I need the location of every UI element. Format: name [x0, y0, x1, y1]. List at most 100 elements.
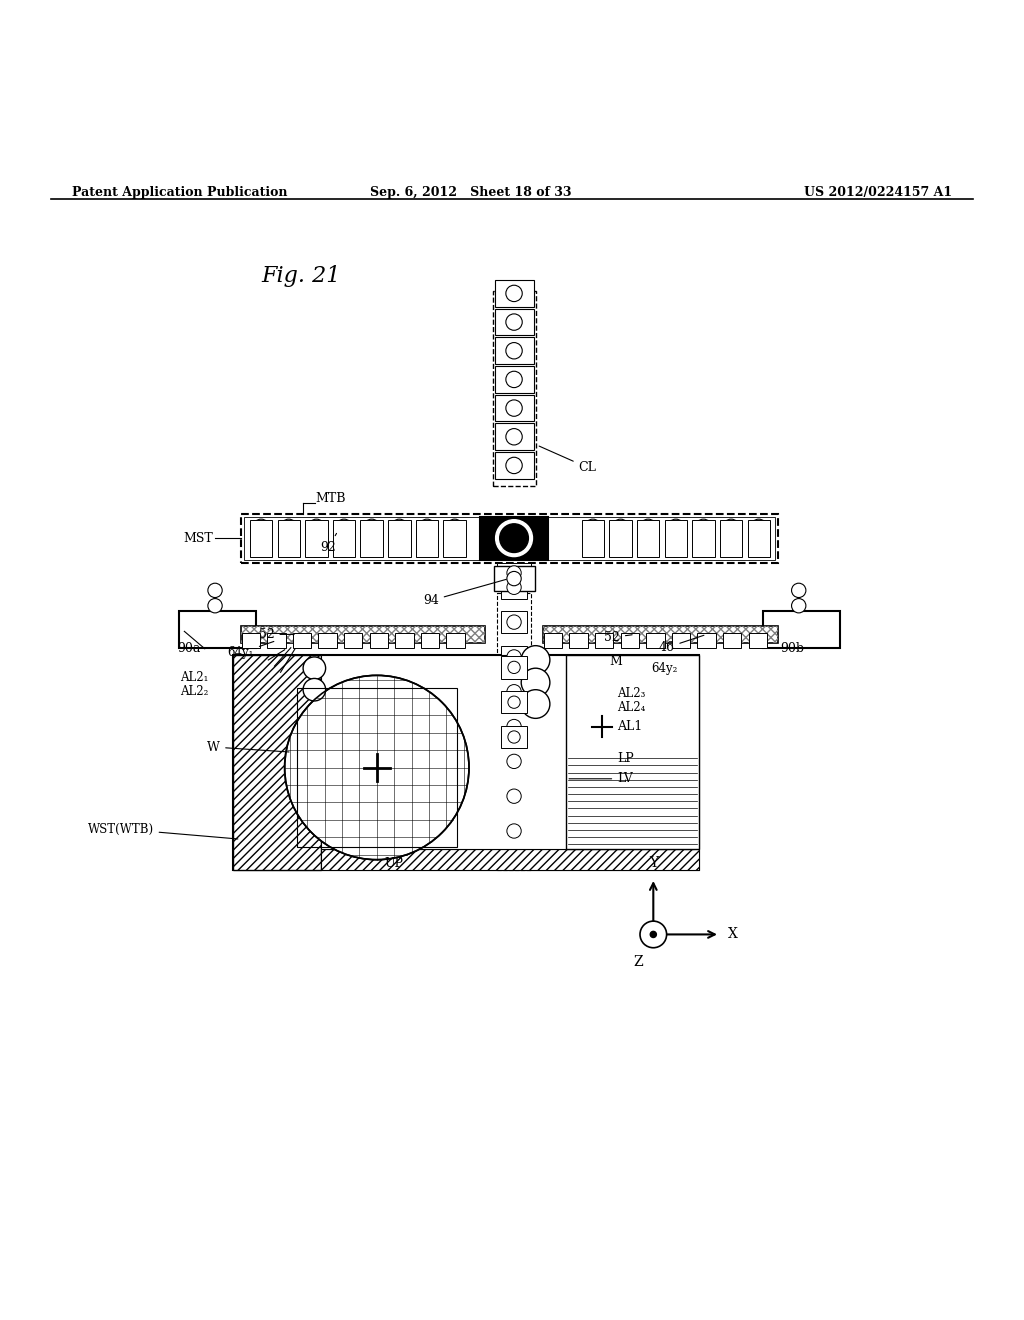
Bar: [749, 634, 767, 648]
Circle shape: [585, 541, 601, 557]
Bar: [501, 576, 527, 598]
Bar: [566, 655, 699, 850]
Circle shape: [507, 789, 521, 804]
Circle shape: [612, 519, 629, 536]
Bar: [495, 453, 534, 479]
Bar: [495, 338, 534, 364]
Circle shape: [507, 685, 521, 698]
Circle shape: [521, 689, 550, 718]
Bar: [501, 690, 527, 713]
Text: Fig. 21: Fig. 21: [261, 265, 341, 286]
Circle shape: [253, 519, 269, 536]
Circle shape: [723, 541, 739, 557]
Circle shape: [281, 541, 297, 557]
Bar: [672, 634, 690, 648]
Text: 90a: 90a: [177, 643, 201, 655]
Bar: [697, 634, 716, 648]
Bar: [278, 520, 300, 557]
Circle shape: [640, 541, 656, 557]
Circle shape: [521, 668, 550, 697]
Text: 94: 94: [423, 579, 506, 607]
Circle shape: [253, 541, 269, 557]
Circle shape: [507, 566, 521, 579]
Text: 64y₁: 64y₁: [227, 642, 273, 659]
Bar: [723, 634, 741, 648]
Bar: [609, 520, 632, 557]
Text: CL: CL: [539, 446, 596, 474]
Bar: [179, 611, 256, 648]
Circle shape: [507, 615, 521, 630]
Circle shape: [508, 731, 520, 743]
Bar: [501, 750, 527, 772]
Circle shape: [695, 519, 712, 536]
Bar: [543, 626, 778, 643]
Circle shape: [336, 519, 352, 536]
Bar: [241, 626, 485, 643]
Circle shape: [391, 519, 408, 536]
Circle shape: [508, 661, 520, 673]
Circle shape: [507, 719, 521, 734]
Bar: [480, 516, 548, 560]
Bar: [333, 520, 355, 557]
Text: M: M: [609, 655, 623, 668]
Circle shape: [506, 343, 522, 359]
Bar: [501, 611, 527, 634]
Circle shape: [391, 541, 408, 557]
Circle shape: [508, 696, 520, 709]
Circle shape: [303, 678, 326, 701]
Bar: [501, 656, 527, 678]
Bar: [250, 520, 272, 557]
Bar: [501, 820, 527, 842]
Bar: [646, 634, 665, 648]
Text: 46: 46: [658, 635, 703, 655]
Circle shape: [303, 657, 326, 680]
Bar: [495, 424, 534, 450]
Bar: [720, 520, 742, 557]
Bar: [318, 634, 337, 648]
Circle shape: [751, 541, 767, 557]
Circle shape: [208, 583, 222, 598]
Circle shape: [419, 541, 435, 557]
Bar: [267, 634, 286, 648]
Bar: [543, 626, 778, 643]
Circle shape: [364, 541, 380, 557]
Bar: [763, 611, 840, 648]
Bar: [446, 634, 465, 648]
Bar: [665, 520, 687, 557]
Text: WST(WTB): WST(WTB): [87, 822, 238, 840]
Text: AL2₄: AL2₄: [617, 701, 646, 714]
Circle shape: [281, 519, 297, 536]
Text: LP: LP: [617, 752, 634, 764]
Bar: [495, 395, 534, 421]
Text: 90b: 90b: [780, 643, 804, 655]
Circle shape: [612, 541, 629, 557]
Bar: [501, 715, 527, 738]
Circle shape: [650, 932, 656, 937]
Bar: [297, 688, 457, 847]
Circle shape: [695, 541, 712, 557]
Bar: [421, 634, 439, 648]
Circle shape: [792, 583, 806, 598]
Text: AL2₁: AL2₁: [180, 671, 209, 684]
Circle shape: [364, 519, 380, 536]
Circle shape: [446, 541, 463, 557]
Bar: [233, 655, 321, 870]
Bar: [501, 681, 527, 704]
Text: UP: UP: [385, 857, 403, 870]
Circle shape: [507, 754, 521, 768]
Text: W: W: [207, 741, 289, 754]
Bar: [748, 520, 770, 557]
Circle shape: [507, 649, 521, 664]
Circle shape: [640, 921, 667, 948]
Bar: [495, 309, 534, 335]
Text: X: X: [728, 928, 738, 941]
Text: Sep. 6, 2012   Sheet 18 of 33: Sep. 6, 2012 Sheet 18 of 33: [371, 186, 571, 198]
Text: LV: LV: [617, 772, 633, 785]
Circle shape: [419, 519, 435, 536]
Text: MST: MST: [183, 532, 213, 545]
Text: 52: 52: [604, 631, 632, 644]
Bar: [494, 566, 535, 591]
Bar: [305, 520, 328, 557]
Bar: [244, 516, 775, 560]
Bar: [443, 520, 466, 557]
